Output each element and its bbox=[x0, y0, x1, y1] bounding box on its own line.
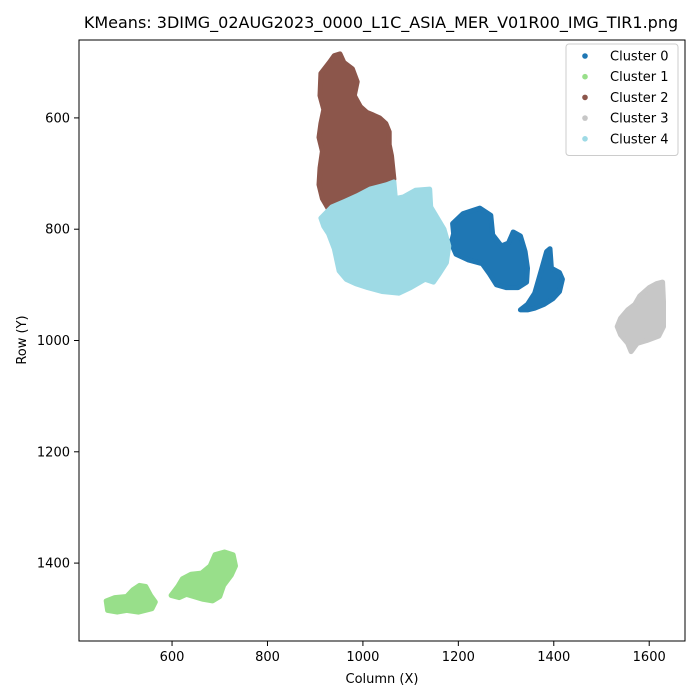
x-tick-label: 1200 bbox=[442, 650, 475, 665]
legend-label-cluster-1: Cluster 1 bbox=[610, 70, 669, 85]
y-tick-label: 600 bbox=[45, 111, 70, 126]
legend-label-cluster-4: Cluster 4 bbox=[610, 132, 669, 147]
series-cluster-0 bbox=[448, 205, 565, 313]
legend-label-cluster-2: Cluster 2 bbox=[610, 91, 669, 106]
series-cluster-4 bbox=[318, 179, 452, 296]
legend-label-cluster-3: Cluster 3 bbox=[610, 112, 669, 127]
y-tick-label: 1400 bbox=[37, 557, 70, 572]
series-cluster-2 bbox=[316, 51, 397, 215]
legend-marker-cluster-0 bbox=[582, 53, 588, 59]
legend-marker-cluster-3 bbox=[582, 115, 588, 121]
cluster-2-region-0 bbox=[316, 51, 397, 215]
x-tick-label: 1600 bbox=[633, 650, 666, 665]
cluster-1-region-0 bbox=[103, 582, 158, 615]
cluster-0-region-1 bbox=[517, 246, 565, 313]
series-cluster-1 bbox=[103, 549, 238, 615]
plot-area bbox=[78, 39, 686, 642]
x-tick-label: 800 bbox=[255, 650, 280, 665]
cluster-1-region-1 bbox=[168, 549, 238, 604]
x-tick-label: 1000 bbox=[346, 650, 379, 665]
y-tick-label: 800 bbox=[45, 223, 70, 238]
legend-marker-cluster-1 bbox=[582, 73, 588, 80]
legend-marker-cluster-4 bbox=[582, 136, 588, 142]
legend-label-cluster-0: Cluster 0 bbox=[610, 50, 669, 65]
x-axis: 600 800 1000 1200 1400 1600 bbox=[160, 641, 666, 665]
cluster-0-region-0 bbox=[448, 205, 530, 291]
cluster-3-region-0 bbox=[614, 279, 666, 355]
legend: Cluster 0 Cluster 1 Cluster 2 Cluster 3 Clus… bbox=[565, 43, 679, 156]
y-axis: 600 800 1000 1200 1400 bbox=[37, 111, 79, 572]
x-tick-label: 600 bbox=[160, 650, 185, 665]
x-axis-label: Column (X) bbox=[346, 672, 419, 687]
x-tick-label: 1400 bbox=[537, 650, 570, 665]
y-tick-label: 1000 bbox=[37, 334, 70, 349]
legend-marker-cluster-2 bbox=[582, 94, 588, 101]
y-tick-label: 1200 bbox=[37, 445, 70, 460]
legend-box bbox=[565, 43, 679, 156]
y-axis-label: Row (Y) bbox=[15, 315, 30, 364]
chart-title: KMeans: 3DIMG_02AUG2023_0000_L1C_ASIA_ME… bbox=[84, 13, 678, 33]
cluster-4-region-0 bbox=[318, 179, 452, 296]
series-cluster-3 bbox=[614, 279, 666, 355]
